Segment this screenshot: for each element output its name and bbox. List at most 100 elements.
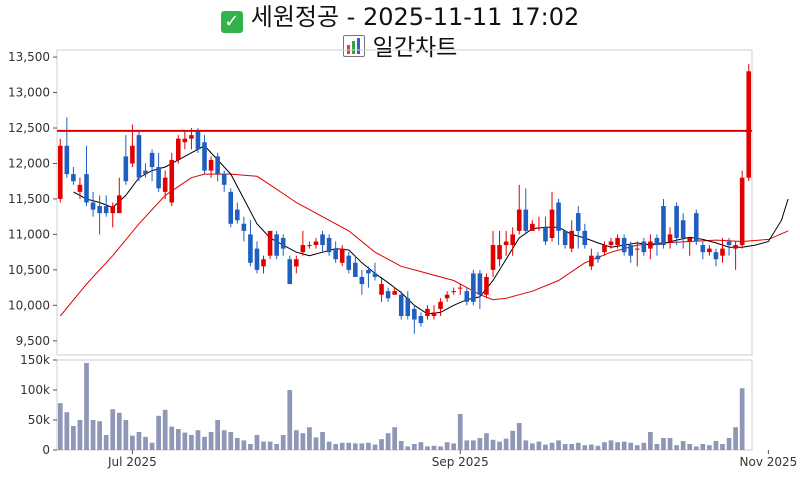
volume-bar bbox=[215, 420, 220, 450]
volume-bar bbox=[503, 438, 509, 450]
candle-body bbox=[326, 237, 332, 253]
candle-body bbox=[208, 159, 214, 171]
candle-body bbox=[123, 156, 129, 182]
volume-bar bbox=[379, 439, 384, 450]
candle-body bbox=[313, 241, 319, 246]
volume-bar bbox=[143, 436, 148, 450]
volume-bar bbox=[451, 443, 457, 450]
volume-bar bbox=[320, 432, 325, 450]
price-y-tick-label: 12,500 bbox=[8, 121, 50, 135]
candle-body bbox=[300, 245, 306, 253]
candle-body bbox=[221, 174, 227, 185]
volume-bar bbox=[549, 442, 555, 450]
volume-bar bbox=[595, 445, 601, 450]
bar-chart-icon bbox=[342, 35, 365, 57]
chart-subtitle-text: 일간차트 bbox=[372, 35, 458, 61]
volume-bar bbox=[720, 444, 725, 450]
volume-bar bbox=[556, 440, 561, 450]
candle-body bbox=[57, 145, 63, 199]
candle-body bbox=[77, 184, 83, 192]
volume-bar bbox=[97, 421, 102, 450]
volume-bar bbox=[261, 441, 266, 450]
candle-body bbox=[366, 269, 371, 274]
candle-body bbox=[457, 287, 463, 289]
candle-body bbox=[444, 294, 450, 299]
volume-bar bbox=[438, 446, 443, 450]
volume-bar bbox=[385, 433, 391, 450]
volume-bar bbox=[169, 426, 175, 450]
volume-bar bbox=[267, 441, 273, 450]
volume-bar bbox=[208, 432, 214, 450]
volume-bar bbox=[202, 436, 207, 450]
volume-bar bbox=[700, 444, 706, 450]
volume-bar bbox=[510, 430, 516, 450]
volume-bar bbox=[149, 442, 155, 450]
candle-body bbox=[274, 234, 279, 256]
volume-bar bbox=[687, 444, 693, 450]
volume-bar bbox=[162, 409, 168, 450]
candle-body bbox=[739, 177, 745, 246]
volume-bar bbox=[84, 363, 89, 450]
candle-body bbox=[733, 245, 738, 249]
volume-bar bbox=[90, 420, 96, 450]
candle-body bbox=[589, 255, 594, 267]
candle-body bbox=[503, 241, 509, 246]
volume-bar bbox=[634, 445, 640, 450]
price-y-tick-label: 13,500 bbox=[8, 50, 50, 64]
candle-body bbox=[241, 223, 247, 231]
volume-bar bbox=[77, 420, 83, 450]
volume-bar bbox=[195, 430, 201, 450]
volume-bar bbox=[326, 441, 332, 450]
candle-body bbox=[169, 159, 175, 203]
volume-bar bbox=[405, 446, 411, 450]
x-tick-label: Jul 2025 bbox=[107, 455, 157, 469]
volume-bar bbox=[136, 432, 142, 450]
candle-body bbox=[320, 234, 325, 246]
volume-bar bbox=[648, 432, 653, 450]
candle-body bbox=[379, 284, 384, 295]
candle-body bbox=[136, 135, 142, 178]
candle-body bbox=[425, 308, 430, 316]
volume-y-tick-label: 100k bbox=[20, 383, 50, 397]
volume-bar bbox=[602, 442, 607, 450]
volume-bar bbox=[484, 433, 489, 450]
volume-bar bbox=[57, 403, 63, 450]
price-y-tick-label: 10,500 bbox=[8, 263, 50, 277]
price-panel-frame bbox=[56, 49, 753, 356]
candle-body bbox=[84, 174, 89, 203]
candle-body bbox=[412, 308, 417, 320]
candle-body bbox=[693, 213, 699, 242]
candle-body bbox=[720, 248, 725, 256]
volume-bar bbox=[339, 442, 345, 450]
volume-bar bbox=[457, 414, 463, 450]
volume-bar bbox=[680, 441, 686, 450]
volume-bar bbox=[516, 423, 522, 450]
volume-bar bbox=[248, 444, 253, 450]
candle-body bbox=[392, 291, 397, 295]
candle-body bbox=[346, 255, 352, 270]
volume-bar bbox=[621, 441, 627, 450]
candle-body bbox=[648, 241, 653, 249]
volume-bar bbox=[536, 441, 542, 450]
price-y-tick-label: 13,000 bbox=[8, 86, 50, 100]
volume-bar bbox=[123, 420, 129, 450]
candle-body bbox=[398, 294, 404, 316]
candle-body bbox=[687, 237, 693, 242]
price-y-tick-label: 9,500 bbox=[16, 334, 50, 348]
candle-body bbox=[267, 230, 273, 256]
candle-body bbox=[562, 230, 568, 246]
candle-body bbox=[700, 245, 706, 253]
candle-body bbox=[280, 237, 286, 249]
volume-bar bbox=[575, 442, 581, 450]
volume-bar bbox=[64, 412, 70, 450]
volume-bar bbox=[130, 435, 135, 450]
volume-bar bbox=[693, 446, 699, 450]
volume-bar bbox=[713, 441, 719, 450]
volume-bar bbox=[425, 446, 430, 450]
volume-bar bbox=[307, 427, 312, 450]
candle-body bbox=[254, 248, 260, 270]
candle-body bbox=[549, 209, 555, 238]
candle-body bbox=[608, 241, 614, 246]
volume-bar bbox=[569, 444, 575, 450]
candle-body bbox=[451, 291, 456, 293]
